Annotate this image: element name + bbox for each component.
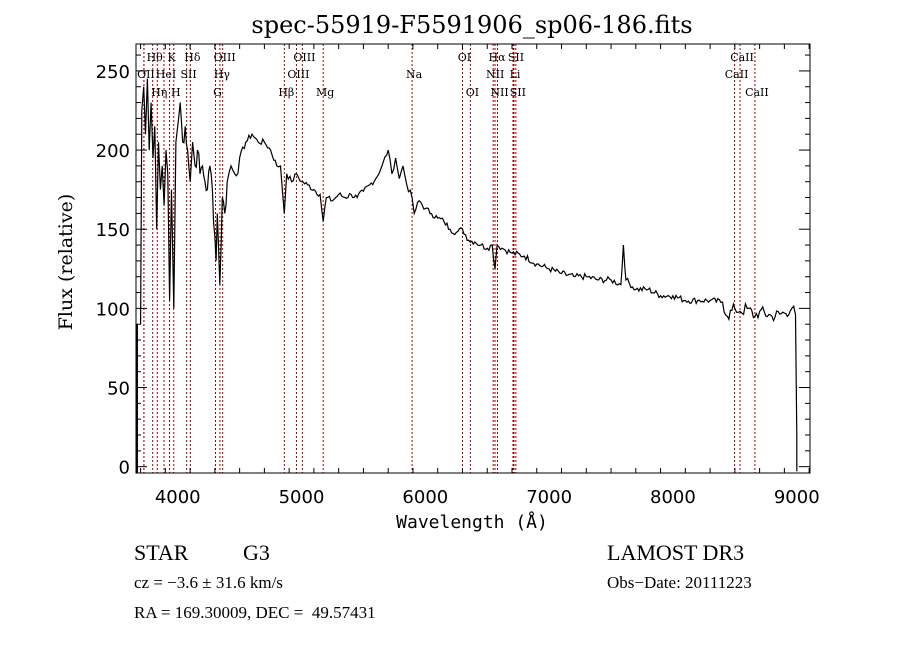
line-marker-label: OIII — [293, 51, 315, 64]
subclass: G3 — [243, 540, 270, 565]
line-marker-label: SII — [508, 51, 524, 64]
line-marker-label: Hβ — [278, 86, 294, 99]
x-tick-label: 5000 — [279, 487, 325, 508]
line-marker-label: H — [171, 86, 181, 99]
chart-title: spec-55919-F5591906_sp06-186.fits — [251, 11, 692, 39]
line-marker-label: SII — [181, 68, 197, 81]
line-marker-label: Mg — [316, 86, 334, 99]
line-marker-label: SII — [510, 86, 526, 99]
line-marker-label: OIII — [214, 51, 236, 64]
spectrum-line — [140, 78, 798, 472]
line-marker-label: NII — [490, 86, 508, 99]
y-tick-label: 50 — [107, 379, 130, 400]
y-tick-label: 250 — [96, 62, 130, 83]
survey-name: LAMOST DR3 — [607, 540, 745, 565]
line-marker-label: OI — [466, 86, 479, 99]
x-tick-label: 7000 — [526, 487, 572, 508]
x-tick-label: 4000 — [155, 487, 201, 508]
line-marker-label: Hγ — [214, 68, 231, 81]
line-marker-label: Na — [406, 68, 423, 81]
line-marker-label: CaII — [745, 86, 769, 99]
y-tick-label: 0 — [119, 458, 130, 479]
y-axis: 0 50 100 150 200 250 — [96, 54, 810, 479]
line-marker-labels: OIIHθHηHeIKHSIIHδGOIIIHγHβOIIIOIIIMgNaOI… — [137, 51, 769, 99]
x-tick-label: 8000 — [650, 487, 696, 508]
y-tick-label: 150 — [96, 220, 130, 241]
line-marker-label: CaII — [730, 51, 754, 64]
line-marker-label: NII — [486, 68, 504, 81]
plot-frame — [135, 43, 811, 474]
line-marker-label: OII — [137, 68, 155, 81]
x-tick-label: 9000 — [774, 487, 820, 508]
line-marker-label: OIII — [287, 68, 309, 81]
object-class: STAR — [134, 540, 189, 565]
line-marker-label: Li — [510, 68, 521, 81]
line-markers — [143, 44, 756, 473]
line-marker-label: Hδ — [184, 51, 201, 64]
line-marker-label: Hθ — [147, 51, 164, 64]
line-marker-label: G — [213, 86, 222, 99]
line-marker-label: Hα — [489, 51, 507, 64]
y-axis-label: Flux (relative) — [55, 194, 77, 331]
x-axis-label: Wavelength (Å) — [396, 511, 548, 533]
redshift-readout: cz = −3.6 ± 31.6 km/s — [134, 573, 283, 592]
line-marker-label: CaII — [725, 68, 749, 81]
line-marker-label: HeI — [156, 68, 176, 81]
obs-date: Obs−Date: 20111223 — [607, 573, 752, 592]
x-tick-label: 6000 — [402, 487, 448, 508]
y-tick-label: 100 — [96, 299, 130, 320]
line-marker-label: Hη — [151, 86, 167, 99]
line-marker-label: OI — [458, 51, 471, 64]
y-tick-label: 200 — [96, 141, 130, 162]
coordinates: RA = 169.30009, DEC = 49.57431 — [134, 603, 376, 622]
line-marker-label: K — [167, 51, 176, 64]
x-axis: 4000 5000 6000 7000 8000 9000 — [140, 44, 820, 508]
